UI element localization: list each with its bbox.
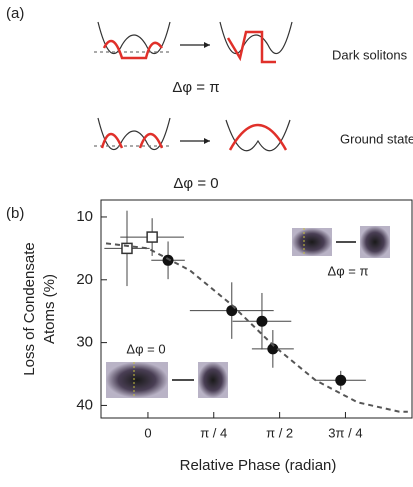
inset-pi: Δφ = π (292, 226, 390, 278)
diagram-row-2 (94, 117, 291, 152)
point (162, 254, 174, 266)
x-axis-label: Relative Phase (radian) (180, 457, 337, 474)
point (146, 231, 158, 243)
inset-label: Δφ = 0 (126, 341, 165, 356)
x-tick-label: π / 2 (266, 425, 293, 440)
inset-label: Δφ = π (328, 263, 369, 278)
diagram-result: Ground state (340, 131, 413, 146)
plot-frame (100, 199, 413, 419)
point (121, 242, 133, 255)
fit-curve (105, 242, 408, 413)
x-tick-label: 3π / 4 (328, 425, 362, 440)
y-tick-label: 30 (76, 334, 93, 351)
diagram-row-1 (94, 21, 293, 64)
point (226, 305, 238, 317)
diagram-phase: Δφ = 0 (173, 175, 218, 192)
x-tick-label: 0 (144, 425, 151, 440)
y-axis-label: Loss of Condensate (21, 242, 38, 375)
y-axis-label: Atoms (%) (41, 274, 58, 344)
panel-label: (a) (6, 5, 24, 22)
y-tick-label: 20 (76, 271, 93, 288)
panel-label: (b) (6, 205, 24, 222)
inset-zero: Δφ = 0 (106, 341, 228, 398)
x-tick-label: π / 4 (200, 425, 227, 440)
diagram-result: Dark solitons (332, 47, 408, 62)
point (335, 374, 347, 386)
diagram-phase: Δφ = π (172, 79, 219, 96)
point (267, 343, 279, 355)
point (256, 315, 268, 327)
y-tick-label: 40 (76, 396, 93, 413)
y-tick-label: 10 (76, 208, 93, 225)
